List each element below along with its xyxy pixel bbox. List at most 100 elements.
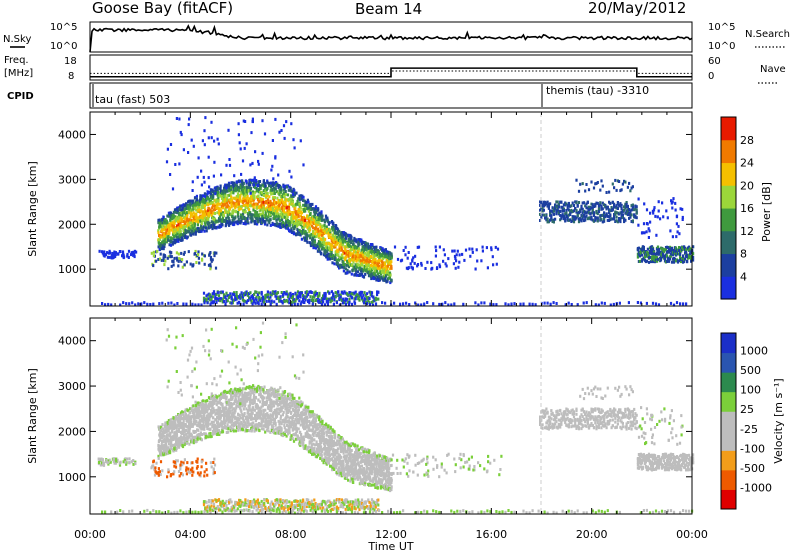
- echo-cell: [301, 207, 304, 211]
- echo-cell: [362, 248, 365, 252]
- echo-cell: [263, 303, 266, 307]
- echo-cell: [161, 423, 164, 427]
- echo-cell: [286, 218, 289, 222]
- echo-cell: [366, 259, 369, 262]
- echo-cell: [192, 220, 195, 224]
- echo-cell: [242, 181, 245, 185]
- echo-cell: [169, 449, 172, 453]
- echo-cell: [595, 210, 598, 213]
- echo-cell: [625, 209, 628, 213]
- power-colorbar-label: Power [dB]: [760, 182, 773, 242]
- echo-cell: [546, 301, 549, 305]
- echo-cell: [635, 211, 638, 215]
- echo-cell: [263, 181, 266, 185]
- echo-cell: [362, 253, 365, 257]
- echo-cell: [368, 301, 371, 305]
- echo-cell: [378, 254, 381, 258]
- echo-cell: [490, 246, 493, 250]
- echo-cell: [210, 224, 213, 228]
- echo-cell: [244, 199, 247, 203]
- echo-cell: [314, 232, 317, 236]
- echo-cell: [168, 231, 171, 234]
- echo-cell: [367, 269, 370, 273]
- echo-cell: [176, 211, 179, 215]
- echo-cell: [157, 231, 160, 235]
- echo-cell: [203, 201, 206, 205]
- echo-cell: [596, 216, 599, 220]
- echo-cell: [567, 201, 570, 205]
- echo-cell: [237, 220, 240, 224]
- echo-cell: [616, 211, 619, 215]
- echo-cell: [182, 418, 185, 422]
- echo-cell: [569, 209, 572, 213]
- echo-cell: [244, 293, 247, 297]
- echo-cell: [213, 222, 216, 226]
- echo-cell: [260, 221, 264, 225]
- echo-cell: [306, 221, 309, 225]
- echo-cell: [383, 254, 386, 258]
- echo-cell: [299, 291, 302, 295]
- echo-cell: [455, 253, 458, 257]
- echo-cell: [192, 232, 195, 236]
- echo-cell: [626, 185, 629, 189]
- echo-cell: [299, 302, 302, 306]
- echo-cell: [313, 221, 317, 225]
- echo-cell: [360, 290, 364, 294]
- echo-cell: [290, 175, 293, 179]
- echo-cell: [681, 256, 684, 260]
- echo-cell: [196, 223, 199, 227]
- echo-cell: [412, 256, 415, 260]
- echo-cell: [584, 215, 587, 219]
- echo-cell: [175, 415, 178, 419]
- echo-cell: [167, 428, 170, 432]
- echo-cell: [271, 139, 274, 142]
- echo-cell: [634, 215, 637, 218]
- echo-cell: [175, 239, 178, 243]
- echo-cell: [306, 217, 309, 220]
- echo-cell: [233, 221, 236, 225]
- echo-cell: [603, 203, 606, 207]
- echo-cell: [444, 262, 447, 266]
- echo-cell: [344, 245, 348, 249]
- echo-cell: [591, 218, 594, 222]
- echo-cell: [184, 417, 187, 421]
- echo-cell: [298, 294, 301, 298]
- echo-cell: [226, 299, 229, 303]
- echo-cell: [621, 182, 624, 186]
- echo-cell: [215, 206, 218, 210]
- echo-cell: [176, 417, 179, 421]
- echo-cell: [202, 291, 206, 295]
- echo-cell: [592, 219, 596, 223]
- echo-cell: [177, 217, 180, 221]
- echo-cell: [264, 184, 267, 188]
- echo-cell: [279, 295, 282, 299]
- echo-cell: [326, 255, 329, 259]
- echo-cell: [260, 302, 263, 306]
- echo-cell: [375, 274, 378, 278]
- echo-cell: [251, 295, 254, 299]
- echo-cell: [161, 247, 164, 250]
- echo-cell: [187, 229, 190, 233]
- echo-cell: [260, 292, 263, 296]
- echo-cell: [225, 298, 228, 302]
- echo-cell: [262, 209, 265, 213]
- echo-cell: [310, 232, 313, 236]
- echo-cell: [587, 208, 591, 211]
- echo-cell: [251, 296, 254, 300]
- echo-cell: [247, 214, 250, 218]
- echo-cell: [587, 205, 591, 209]
- echo-cell: [164, 225, 167, 229]
- echo-cell: [590, 202, 593, 206]
- echo-cell: [325, 255, 328, 259]
- echo-cell: [371, 260, 374, 264]
- echo-cell: [261, 295, 264, 299]
- echo-cell: [177, 444, 180, 448]
- echo-cell: [545, 214, 548, 217]
- echo-cell: [177, 252, 180, 256]
- echo-cell: [186, 207, 190, 211]
- echo-cell: [189, 215, 192, 219]
- echo-cell: [255, 210, 259, 214]
- echo-cell: [609, 209, 612, 213]
- echo-cell: [264, 186, 267, 190]
- echo-cell: [268, 221, 271, 225]
